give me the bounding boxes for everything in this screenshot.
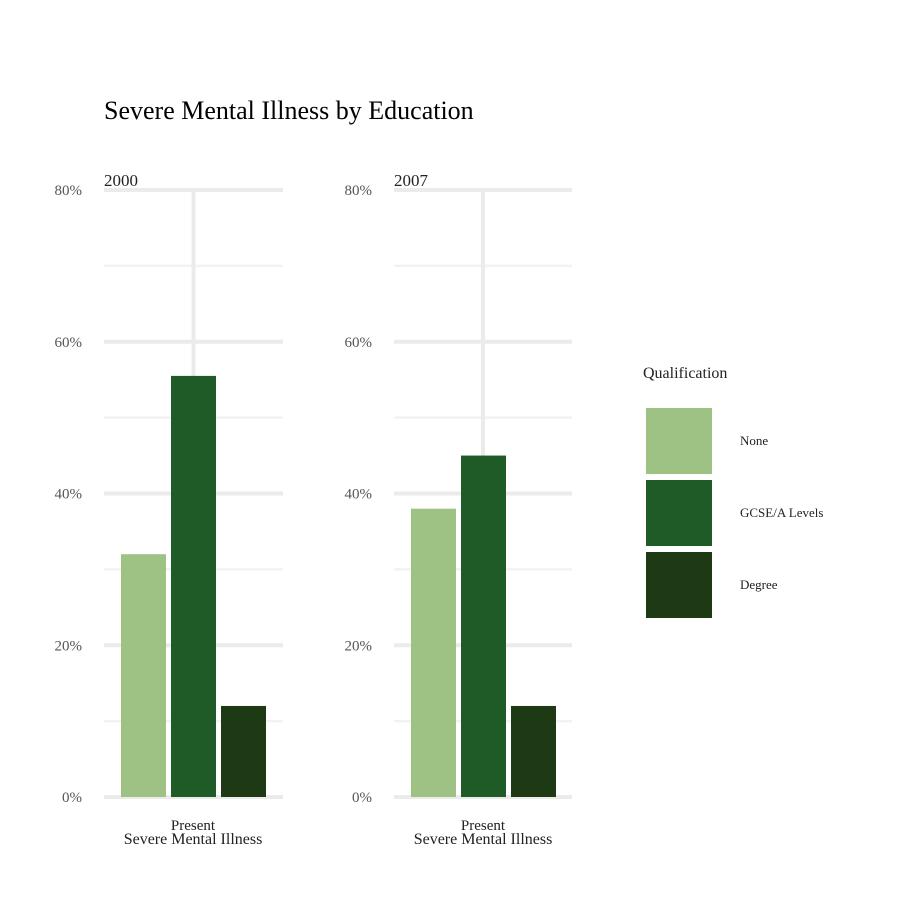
facet-panel-2007: 2007 0% 20% 40% 60% 80% Present Severe Menta… — [345, 171, 572, 848]
bar-none-2007 — [411, 508, 456, 797]
legend-label-degree: Degree — [740, 577, 778, 592]
bar-degree-2000 — [221, 705, 266, 797]
y-tick-label-60-2007: 60% — [345, 335, 373, 351]
legend-swatch-degree — [646, 552, 712, 618]
y-tick-label-20-2000: 20% — [55, 638, 83, 654]
bar-gcse-a-levels-2000 — [171, 375, 216, 797]
y-tick-label-20-2007: 20% — [345, 638, 373, 654]
legend-swatch-gcse-a-levels — [646, 480, 712, 546]
y-axis-ticks-2007: 0% 20% 40% 60% 80% — [345, 183, 373, 806]
bar-degree-2007 — [511, 705, 556, 797]
y-tick-label-40-2007: 40% — [345, 487, 373, 503]
facet-title-2007: 2007 — [394, 171, 429, 190]
y-tick-label-80-2000: 80% — [55, 183, 83, 199]
y-tick-label-0-2000: 0% — [62, 790, 82, 806]
legend-swatch-none — [646, 408, 712, 474]
bars-2007 — [411, 455, 556, 797]
y-axis-ticks-2000: 0% 20% 40% 60% 80% — [55, 183, 83, 806]
facet-panel-2000: 2000 0% 20% 40% 60% 80% Present Severe Menta… — [55, 171, 283, 848]
legend-label-gcse-a-levels: GCSE/A Levels — [740, 505, 823, 520]
x-tick-present-2007: Present — [461, 818, 506, 834]
bar-gcse-a-levels-2007 — [461, 455, 506, 797]
facet-title-2000: 2000 — [104, 171, 138, 190]
x-axis-label-2000: Severe Mental Illness — [124, 831, 263, 848]
y-tick-label-60-2000: 60% — [55, 335, 83, 351]
legend: Qualification None GCSE/A Levels Degree — [643, 365, 823, 618]
x-axis-label-2007: Severe Mental Illness — [414, 831, 553, 848]
chart-title: Severe Mental Illness by Education — [104, 96, 474, 125]
y-tick-label-0-2007: 0% — [352, 790, 372, 806]
x-tick-present-2000: Present — [171, 818, 216, 834]
bar-none-2000 — [121, 554, 166, 797]
legend-label-none: None — [740, 433, 768, 448]
y-tick-label-40-2000: 40% — [55, 487, 83, 503]
bars-2000 — [121, 375, 266, 797]
y-tick-label-80-2007: 80% — [345, 183, 373, 199]
legend-title: Qualification — [643, 365, 727, 382]
